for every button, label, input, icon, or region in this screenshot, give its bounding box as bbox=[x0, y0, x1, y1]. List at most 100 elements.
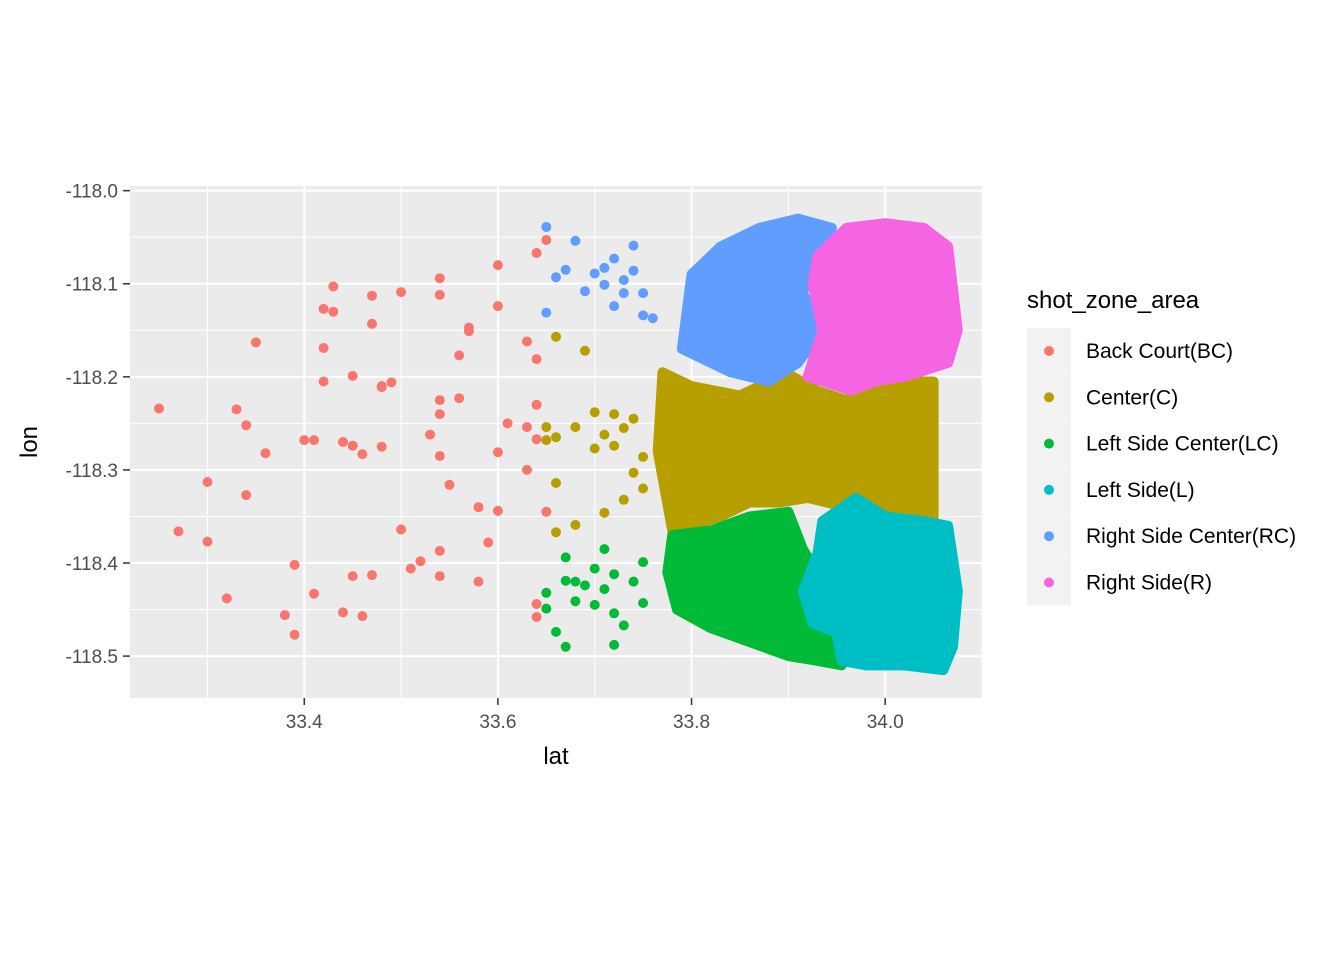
point-left-side-center-lc bbox=[628, 576, 639, 587]
point-back-court-bc bbox=[318, 376, 329, 387]
point-back-court-bc bbox=[522, 336, 532, 347]
x-tick-label: 33.8 bbox=[673, 712, 710, 733]
point-back-court-bc bbox=[531, 248, 542, 258]
point-back-court-bc bbox=[386, 377, 397, 388]
cluster-right-side bbox=[802, 218, 963, 396]
legend: shot_zone_area Back Court(BC) Center(C) Le… bbox=[1027, 287, 1296, 606]
legend-label: Back Court(BC) bbox=[1086, 340, 1233, 363]
point-left-side-center-lc bbox=[551, 626, 561, 637]
point-right-side-center-rc bbox=[628, 265, 639, 276]
point-center-c bbox=[551, 478, 561, 488]
point-back-court-bc bbox=[531, 399, 542, 410]
point-back-court-bc bbox=[541, 506, 552, 517]
point-right-side-center-rc bbox=[638, 288, 649, 299]
point-right-side-center-rc bbox=[541, 222, 552, 232]
legend-item: Left Side Center(LC) bbox=[1027, 420, 1279, 467]
point-back-court-bc bbox=[221, 593, 232, 604]
point-left-side-center-lc bbox=[589, 563, 600, 574]
point-center-c bbox=[599, 429, 610, 440]
point-back-court-bc bbox=[473, 502, 484, 513]
point-center-c bbox=[618, 494, 629, 505]
point-center-c bbox=[551, 432, 561, 443]
y-tick-labels: -118.0 -118.1 -118.2 -118.3 -118.4 -118.5 bbox=[66, 182, 119, 668]
point-back-court-bc bbox=[299, 435, 310, 446]
point-back-court-bc bbox=[202, 536, 213, 547]
point-center-c bbox=[599, 507, 610, 518]
point-center-c bbox=[609, 440, 620, 451]
point-right-side-center-rc bbox=[618, 288, 629, 299]
point-right-side-center-rc bbox=[599, 262, 610, 273]
scatter-points bbox=[154, 222, 658, 652]
point-back-court-bc bbox=[396, 287, 407, 298]
point-back-court-bc bbox=[250, 337, 261, 348]
point-right-side-center-rc bbox=[618, 275, 629, 285]
legend-label: Left Side(L) bbox=[1086, 479, 1195, 502]
point-back-court-bc bbox=[309, 435, 319, 446]
point-left-side-center-lc bbox=[541, 587, 552, 598]
x-tick-label: 34.0 bbox=[867, 712, 904, 733]
point-right-side-center-rc bbox=[647, 313, 658, 324]
point-back-court-bc bbox=[434, 289, 445, 300]
point-left-side-center-lc bbox=[560, 641, 571, 652]
legend-item: Right Side Center(RC) bbox=[1027, 513, 1296, 560]
point-left-side-center-lc bbox=[541, 603, 552, 614]
point-back-court-bc bbox=[376, 441, 387, 452]
point-left-side-center-lc bbox=[638, 557, 649, 568]
point-back-court-bc bbox=[434, 273, 445, 284]
point-back-court-bc bbox=[347, 571, 358, 582]
point-back-court-bc bbox=[202, 477, 213, 487]
point-right-side-center-rc bbox=[589, 268, 600, 279]
point-left-side-center-lc bbox=[599, 584, 610, 595]
dense-point-clusters bbox=[652, 213, 963, 676]
point-back-court-bc bbox=[483, 537, 494, 548]
point-left-side-center-lc bbox=[560, 575, 571, 586]
point-center-c bbox=[580, 345, 590, 356]
point-left-side-center-lc bbox=[589, 599, 600, 610]
point-right-side-center-rc bbox=[599, 279, 610, 290]
y-tick-label: -118.1 bbox=[66, 275, 118, 296]
point-back-court-bc bbox=[357, 449, 368, 460]
point-back-court-bc bbox=[338, 607, 348, 618]
point-center-c bbox=[609, 409, 620, 420]
point-back-court-bc bbox=[318, 343, 329, 353]
x-axis-title: lat bbox=[543, 743, 569, 770]
point-back-court-bc bbox=[376, 381, 387, 392]
point-back-court-bc bbox=[347, 370, 358, 381]
legend-label: Center(C) bbox=[1086, 386, 1178, 409]
legend-key-point bbox=[1044, 484, 1054, 495]
point-left-side-center-lc bbox=[609, 569, 620, 580]
point-back-court-bc bbox=[309, 588, 319, 599]
point-right-side-center-rc bbox=[541, 307, 552, 318]
point-back-court-bc bbox=[531, 599, 542, 609]
point-back-court-bc bbox=[396, 524, 407, 535]
point-left-side-center-lc bbox=[609, 639, 620, 650]
x-tick-label: 33.4 bbox=[286, 712, 323, 733]
point-back-court-bc bbox=[154, 403, 164, 414]
point-back-court-bc bbox=[434, 451, 445, 461]
point-back-court-bc bbox=[318, 303, 329, 314]
point-back-court-bc bbox=[434, 571, 445, 582]
point-right-side-center-rc bbox=[570, 235, 581, 246]
point-back-court-bc bbox=[463, 322, 474, 333]
point-back-court-bc bbox=[405, 563, 416, 574]
point-back-court-bc bbox=[173, 526, 184, 537]
x-tick-labels: 33.4 33.6 33.8 34.0 bbox=[286, 712, 904, 733]
y-tick-label: -118.4 bbox=[66, 554, 119, 575]
point-left-side-center-lc bbox=[560, 552, 571, 563]
point-back-court-bc bbox=[492, 301, 503, 312]
point-back-court-bc bbox=[531, 354, 542, 365]
point-center-c bbox=[628, 413, 639, 424]
x-tick-label: 33.6 bbox=[479, 712, 516, 733]
point-back-court-bc bbox=[531, 434, 542, 445]
legend-key-point bbox=[1044, 392, 1054, 403]
point-right-side-center-rc bbox=[609, 253, 620, 264]
point-back-court-bc bbox=[279, 610, 290, 621]
point-back-court-bc bbox=[425, 429, 436, 440]
point-back-court-bc bbox=[492, 505, 503, 516]
point-back-court-bc bbox=[531, 612, 542, 622]
point-back-court-bc bbox=[367, 290, 377, 301]
point-center-c bbox=[541, 435, 552, 446]
legend-key-point bbox=[1044, 577, 1054, 588]
legend-key-point bbox=[1044, 346, 1054, 356]
